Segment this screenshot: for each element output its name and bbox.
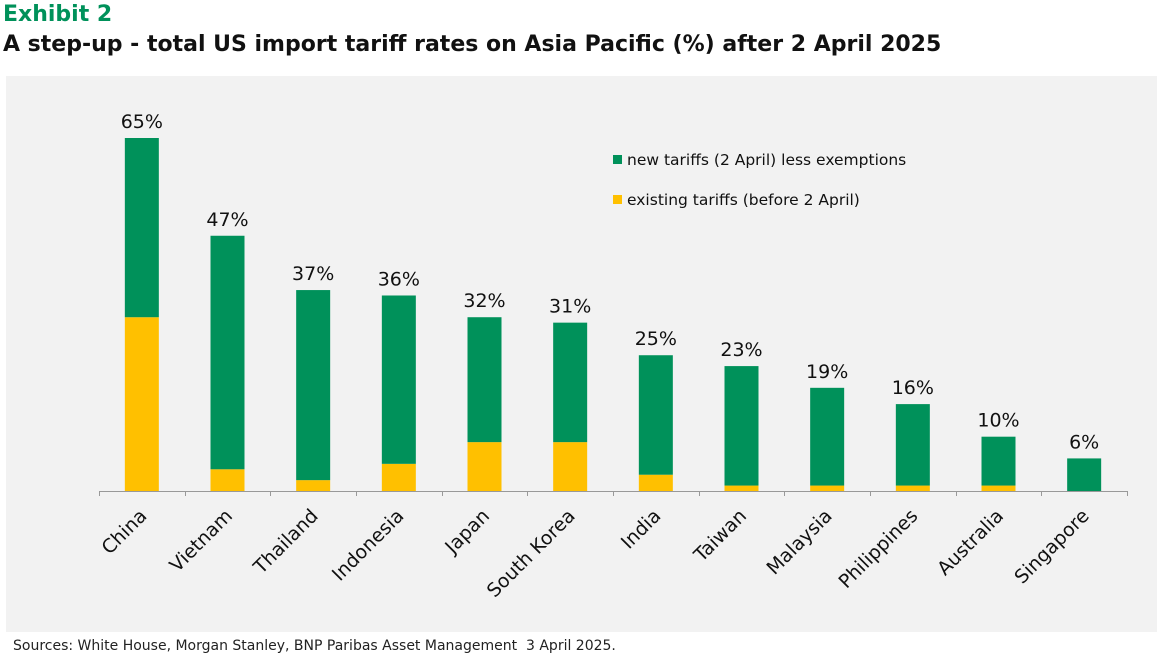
total-label-vietnam: 47% bbox=[206, 209, 248, 231]
bar-new-thailand bbox=[296, 290, 331, 481]
bar-existing-australia bbox=[981, 485, 1016, 491]
total-label-taiwan: 23% bbox=[720, 339, 762, 361]
total-label-south-korea: 31% bbox=[549, 296, 591, 318]
legend-swatch-existing-tariffs-before-2-april bbox=[613, 195, 622, 204]
x-axis bbox=[99, 491, 1128, 496]
category-label-singapore: Singapore bbox=[1010, 505, 1093, 588]
category-label-china: China bbox=[97, 505, 151, 559]
category-label-south-korea: South Korea bbox=[483, 505, 580, 602]
bar-existing-thailand bbox=[296, 480, 331, 491]
legend-swatch-new-tariffs-2-april-less-exemptions bbox=[613, 155, 622, 164]
exhibit-label: Exhibit 2 bbox=[3, 2, 113, 27]
category-label-japan: Japan bbox=[440, 505, 494, 559]
category-labels-group: China Vietnam Thailand Indonesia JapanSouth … bbox=[97, 505, 1093, 602]
total-label-singapore: 6% bbox=[1069, 431, 1099, 453]
chart-title: A step-up - total US import tariff rates… bbox=[3, 32, 942, 57]
bar-existing-philippines bbox=[895, 485, 930, 491]
legend: new tariffs (2 April) less exemptions exi… bbox=[613, 151, 906, 209]
total-label-australia: 10% bbox=[977, 410, 1019, 432]
bar-existing-vietnam bbox=[210, 469, 245, 491]
category-label-indonesia: Indonesia bbox=[328, 505, 409, 586]
category-label-thailand: Thailand bbox=[249, 505, 323, 579]
category-label-philippines: Philippines bbox=[834, 505, 922, 593]
total-label-china: 65% bbox=[121, 111, 163, 133]
bar-existing-taiwan bbox=[724, 485, 759, 491]
bar-new-japan bbox=[467, 317, 502, 443]
category-label-vietnam: Vietnam bbox=[165, 505, 237, 577]
stacked-bar-chart: 65% 47% 37% 36% 32% 31% 25% 23% 19% 16% 10% 6% Chin… bbox=[97, 111, 1128, 602]
total-label-philippines: 16% bbox=[892, 377, 934, 399]
category-label-australia: Australia bbox=[933, 505, 1008, 580]
bar-new-china bbox=[124, 138, 159, 318]
chart-panel: 65% 47% 37% 36% 32% 31% 25% 23% 19% 16% 10% 6% Chin… bbox=[6, 76, 1157, 632]
total-label-japan: 32% bbox=[463, 290, 505, 312]
source-note: Sources: White House, Morgan Stanley, BN… bbox=[13, 638, 616, 654]
total-label-india: 25% bbox=[635, 328, 677, 350]
bar-new-india bbox=[638, 355, 673, 475]
bar-existing-indonesia bbox=[381, 463, 416, 491]
category-label-malaysia: Malaysia bbox=[762, 505, 836, 579]
total-label-indonesia: 36% bbox=[378, 268, 420, 290]
bar-new-malaysia bbox=[810, 387, 845, 486]
total-label-malaysia: 19% bbox=[806, 361, 848, 383]
total-label-thailand: 37% bbox=[292, 263, 334, 285]
category-label-india: India bbox=[617, 505, 666, 554]
bar-new-taiwan bbox=[724, 366, 759, 486]
bar-existing-malaysia bbox=[810, 485, 845, 491]
bar-new-indonesia bbox=[381, 295, 416, 464]
bar-existing-china bbox=[124, 317, 159, 491]
bar-new-philippines bbox=[895, 404, 930, 486]
bar-new-vietnam bbox=[210, 235, 245, 470]
bar-existing-japan bbox=[467, 442, 502, 491]
bar-existing-india bbox=[638, 474, 673, 491]
bar-new-singapore bbox=[1067, 458, 1102, 491]
total-labels-group: 65% 47% 37% 36% 32% 31% 25% 23% 19% 16% 10% 6% bbox=[121, 111, 1100, 453]
bar-new-south-korea bbox=[553, 322, 588, 443]
category-label-taiwan: Taiwan bbox=[689, 505, 751, 567]
bars-group bbox=[124, 138, 1102, 491]
bar-new-australia bbox=[981, 436, 1016, 486]
legend-label-new-tariffs-2-april-less-exemptions: new tariffs (2 April) less exemptions bbox=[627, 151, 906, 169]
legend-label-existing-tariffs-before-2-april: existing tariffs (before 2 April) bbox=[627, 191, 860, 209]
bar-existing-south-korea bbox=[553, 442, 588, 491]
